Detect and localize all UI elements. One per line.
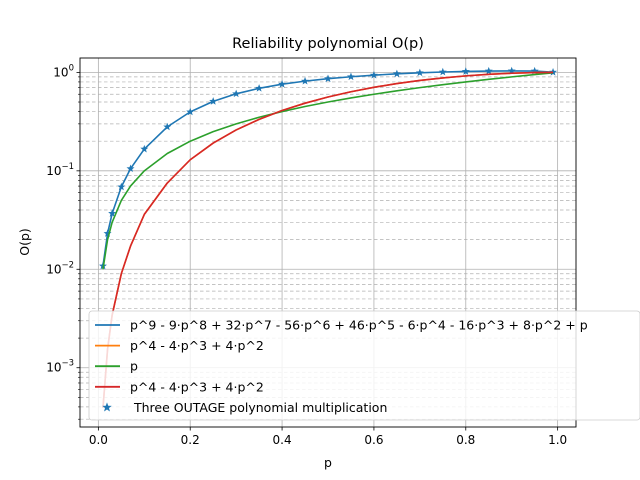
legend-entry-label: Three OUTAGE polynomial multiplication [130,400,387,415]
legend-entry-label: p^4 - 4·p^3 + 4·p^2 [130,379,264,394]
series-line-4 [102,71,554,409]
plot-frame [79,57,577,428]
legend: p^9 - 9·p^8 + 32·p^7 - 56·p^6 + 46·p^5 -… [88,310,640,421]
x-tick-label: 1.0 [548,433,567,447]
legend-entry-label: p^9 - 9·p^8 + 32·p^7 - 56·p^6 + 46·p^5 -… [130,318,588,333]
y-tick-label: 10−2 [46,260,74,276]
chart-title: Reliability polynomial O(p) [232,36,424,52]
y-axis-label: O(p) [17,228,32,256]
y-tick-label: 100 [53,63,74,79]
axis-ticks: 0.0 0.2 0.4 0.6 0.8 1.0 10−3 10−2 10−1 100 [46,63,567,447]
x-axis-label: p [324,455,332,470]
y-tick-label: 10−3 [46,359,74,375]
x-tick-label: 0.2 [181,433,200,447]
y-tick-label: 10−1 [46,162,74,178]
legend-entry-label: p [130,359,138,374]
series-line-1 [102,70,554,267]
x-tick-label: 0.0 [89,433,108,447]
plot-series [98,66,558,409]
x-tick-label: 0.8 [456,433,475,447]
series-line-3 [102,72,554,270]
legend-star-marker [102,402,112,412]
x-tick-label: 0.4 [273,433,292,447]
x-tick-label: 0.6 [364,433,383,447]
legend-box [88,310,640,421]
legend-entry-label: p^4 - 4·p^3 + 4·p^2 [130,338,264,353]
